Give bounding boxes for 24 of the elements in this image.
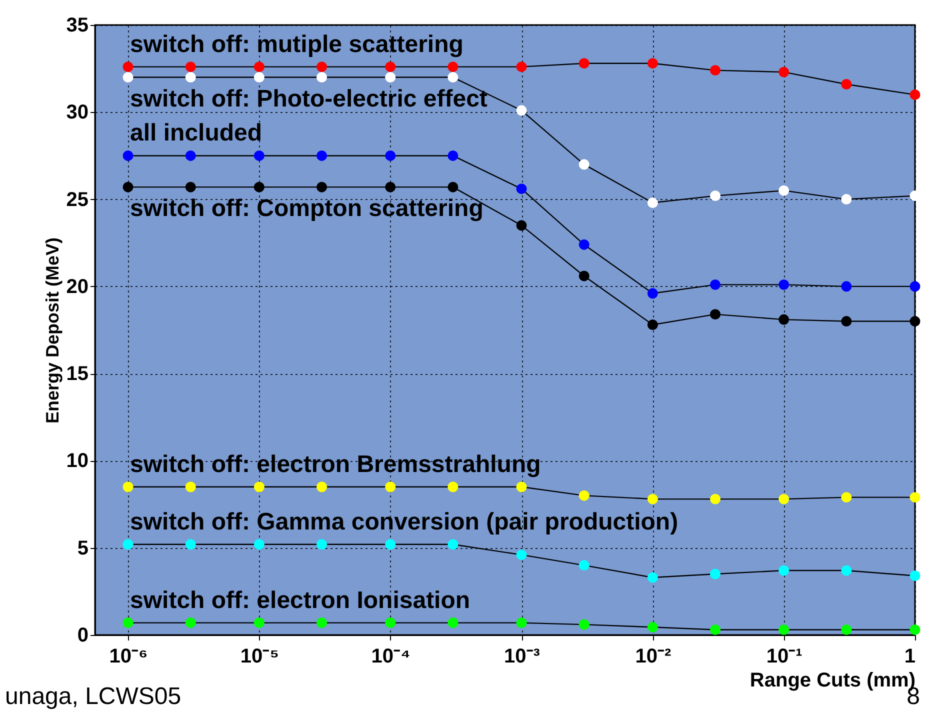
series-label: switch off: Gamma conversion (pair production): [130, 508, 678, 536]
x-tick-label: 10⁻²: [635, 646, 672, 668]
x-tick-label: 1: [904, 646, 916, 668]
y-tick-label: 25: [66, 188, 88, 211]
series-label: switch off: mutiple scattering: [130, 30, 464, 58]
y-tick-label: 0: [77, 624, 88, 646]
y-tick-label: 30: [66, 102, 88, 124]
y-axis-title: Energy Deposit (MeV): [42, 237, 62, 424]
series-label: switch off: Compton scattering: [130, 195, 484, 222]
y-tick-label: 15: [66, 363, 88, 386]
series-label: switch off: electron Ionisation: [130, 586, 470, 614]
y-tick-label: 35: [66, 14, 88, 36]
y-tick-label: 5: [77, 537, 88, 560]
x-tick-label: 10⁻⁵: [240, 646, 280, 668]
series-label: switch off: electron Bremsstrahlung: [130, 450, 541, 478]
text: unaga, LCWS05: [5, 683, 182, 710]
y-tick-label: 20: [66, 276, 88, 298]
series-label: switch off: Photo-electric effect: [130, 85, 488, 112]
x-tick-label: 10⁻¹: [766, 646, 803, 668]
y-tick-label: 10: [66, 450, 88, 472]
x-tick-label: 10⁻⁴: [371, 646, 410, 668]
x-tick-label: 10⁻⁶: [109, 646, 148, 668]
x-tick-label: 10⁻³: [504, 646, 540, 668]
series-label: all included: [130, 120, 262, 147]
